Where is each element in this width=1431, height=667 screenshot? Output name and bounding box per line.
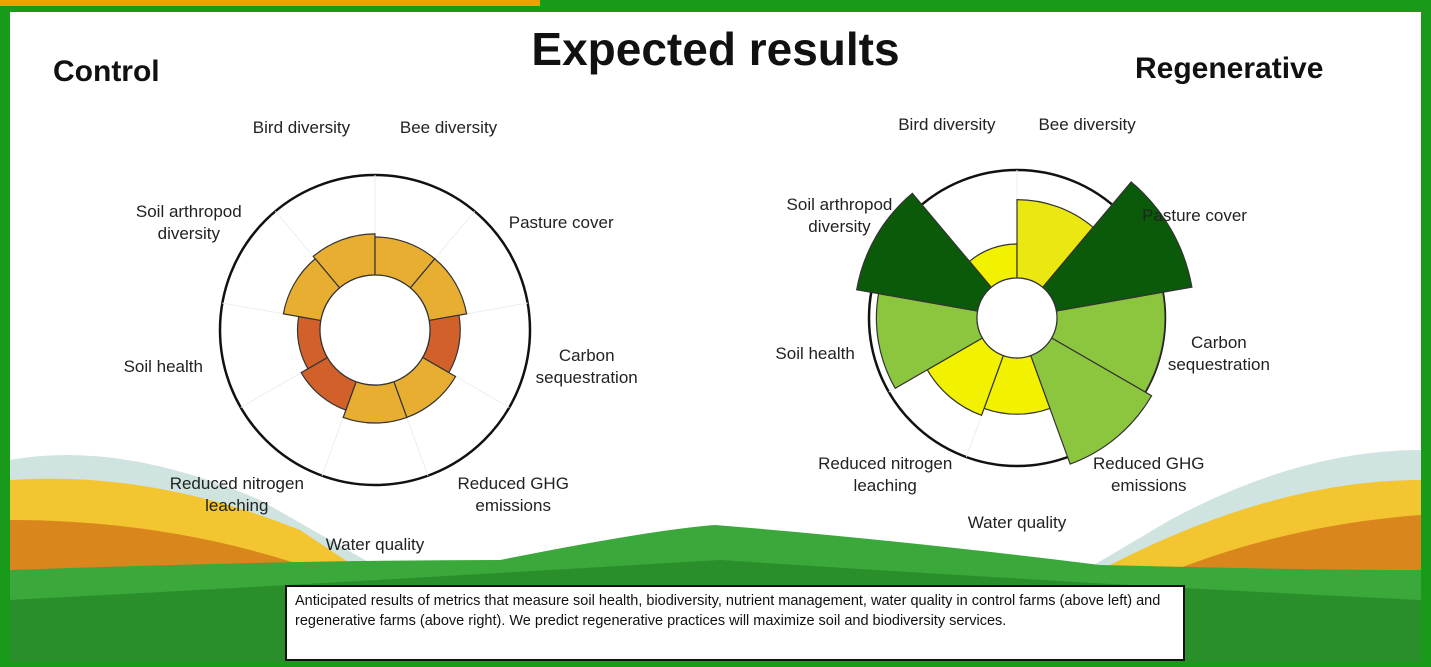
category-label: Bird diversity [226,117,376,139]
category-label: Bee diversity [374,117,524,139]
category-label: Bee diversity [1012,114,1162,136]
category-label: Soil arthropod diversity [114,201,264,245]
category-label: Reduced GHG emissions [438,473,588,517]
category-label: Soil health [88,356,238,378]
chart-title: Regenerative [1135,52,1323,86]
category-label: Reduced GHG emissions [1074,453,1224,497]
hole [977,278,1057,358]
category-label: Pasture cover [1120,205,1270,227]
category-label: Soil arthropod diversity [764,194,914,238]
hole [320,275,430,385]
category-label: Soil health [740,343,890,365]
page: Expected results Control Regenerative An… [0,0,1431,667]
category-label: Water quality [300,534,450,556]
caption: Anticipated results of metrics that meas… [285,585,1185,661]
category-label: Reduced nitrogen leaching [810,453,960,497]
category-label: Carbon sequestration [512,345,662,389]
chart-title: Control [53,55,160,89]
category-label: Water quality [942,512,1092,534]
category-label: Carbon sequestration [1144,332,1294,376]
category-label: Pasture cover [486,212,636,234]
category-label: Bird diversity [872,114,1022,136]
category-label: Reduced nitrogen leaching [162,473,312,517]
